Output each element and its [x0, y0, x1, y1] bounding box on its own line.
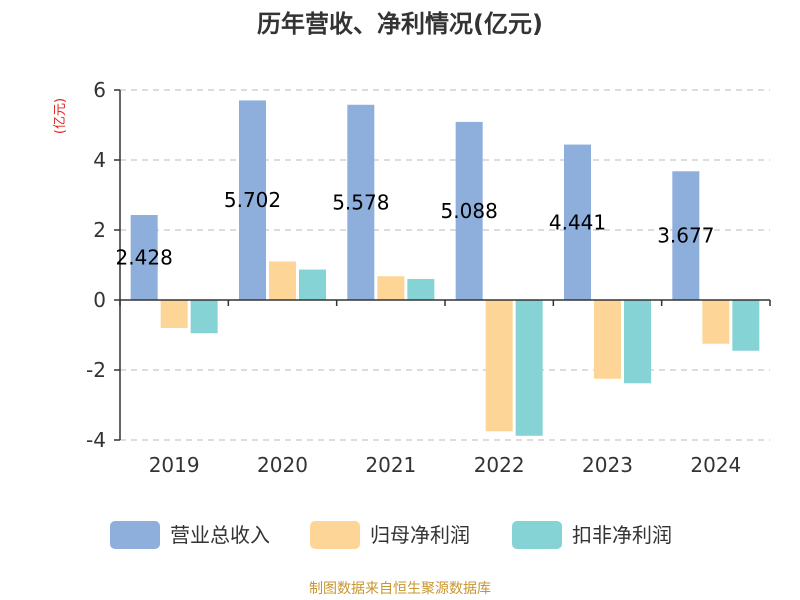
legend-label: 扣非净利润: [572, 523, 672, 547]
bars: [130, 100, 760, 436]
data-label: 5.088: [441, 199, 498, 223]
legend-label: 营业总收入: [170, 523, 270, 547]
data-label: 5.702: [224, 188, 281, 212]
chart-title: 历年营收、净利情况(亿元): [257, 10, 543, 38]
data-label: 3.677: [657, 224, 714, 248]
y-tick-label: 4: [93, 148, 106, 172]
bar-2020-0: [239, 100, 266, 301]
bar-2023-2: [624, 300, 651, 384]
data-label: 5.578: [332, 190, 389, 214]
bar-2024-0: [672, 171, 700, 300]
data-labels: 2.428 5.702 5.578 5.088 4.441 3.677: [116, 188, 715, 269]
bar-2023-0: [564, 144, 591, 300]
bar-2022-1: [485, 300, 513, 432]
bar-2021-1: [377, 276, 405, 300]
gridlines: [120, 89, 770, 441]
legend-swatch: [310, 521, 360, 549]
y-tick-label: 6: [93, 78, 106, 102]
bar-2023-1: [594, 300, 621, 379]
bar-2019-2: [190, 300, 218, 334]
legend-swatch: [512, 521, 562, 549]
bar-2019-0: [130, 215, 158, 300]
bar-2022-0: [455, 121, 483, 300]
x-tick-label: 2019: [149, 453, 200, 477]
bar-2020-2: [299, 269, 326, 300]
y-tick-label: -2: [86, 358, 106, 382]
legend-swatch: [110, 521, 160, 549]
x-tick-label: 2024: [690, 453, 741, 477]
legend: 营业总收入 归母净利润 扣非净利润: [110, 521, 672, 549]
x-tick-label: 2020: [257, 453, 308, 477]
bar-2022-2: [515, 300, 543, 436]
bar-2024-1: [702, 300, 730, 344]
y-tick-label: 2: [93, 218, 106, 242]
x-tick-label: 2022: [474, 453, 525, 477]
y-axis-ticks: -4 -2 0 2 4 6: [86, 78, 120, 452]
bar-2019-1: [160, 300, 188, 328]
bar-2020-1: [269, 261, 296, 300]
x-tick-label: 2021: [365, 453, 416, 477]
source-note: 制图数据来自恒生聚源数据库: [309, 581, 491, 597]
data-label: 4.441: [549, 210, 606, 234]
y-axis-unit-label: (亿元): [53, 98, 68, 134]
y-tick-label: -4: [86, 428, 106, 452]
axes: [119, 90, 771, 440]
x-tick-label: 2023: [582, 453, 633, 477]
legend-label: 归母净利润: [370, 523, 470, 547]
bar-2021-0: [347, 104, 375, 301]
bar-2024-2: [732, 300, 760, 351]
data-label: 2.428: [116, 246, 173, 270]
y-tick-label: 0: [93, 288, 106, 312]
x-axis-ticks: 2019 2020 2021 2022 2023 2024: [149, 453, 742, 477]
bar-2021-2: [407, 279, 435, 300]
